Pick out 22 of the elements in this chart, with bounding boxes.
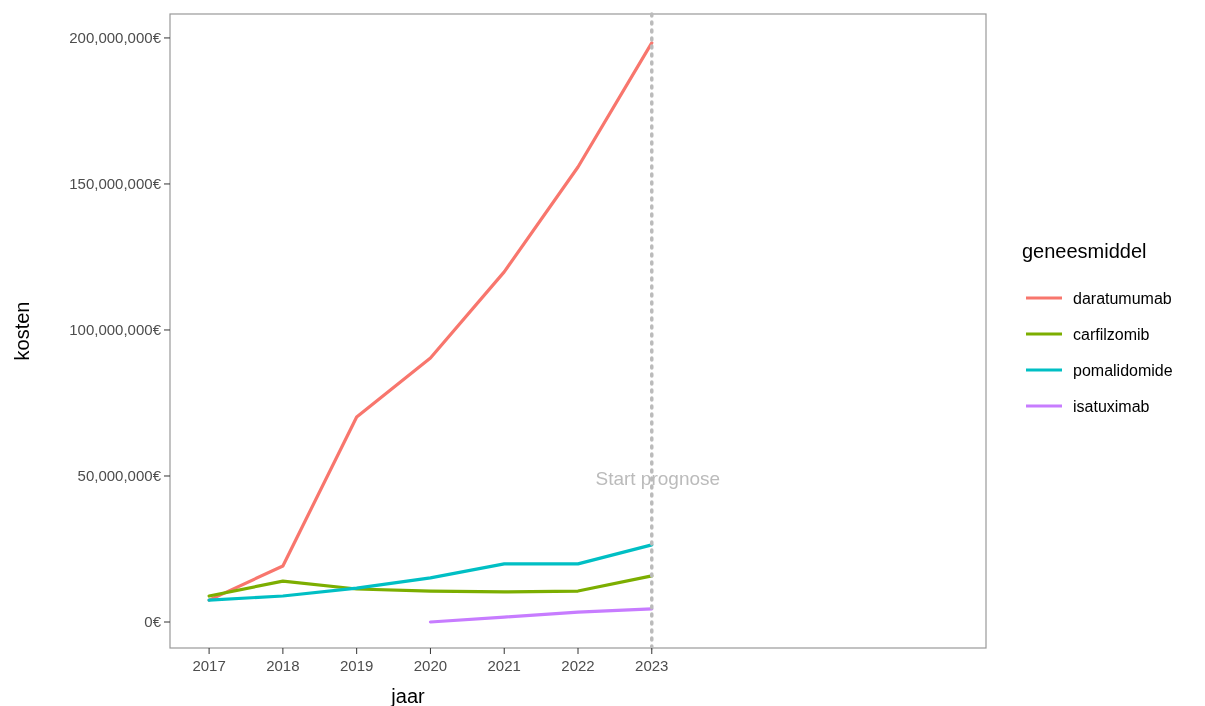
- x-tick-label: 2021: [487, 657, 521, 674]
- legend-label: carfilzomib: [1073, 326, 1150, 343]
- y-tick-label: 0€: [144, 613, 162, 631]
- legend-label: pomalidomide: [1073, 362, 1173, 379]
- x-tick-label: 2019: [339, 657, 374, 674]
- legend-title: geneesmiddel: [1022, 240, 1147, 262]
- y-tick-label: 100,000,000€: [69, 320, 162, 338]
- y-tick-label: 50,000,000€: [77, 466, 162, 484]
- x-tick-label: 2018: [266, 657, 300, 674]
- x-tick-label: 2023: [635, 657, 669, 674]
- x-tick-label: 2020: [413, 657, 448, 674]
- line-series: [207, 543, 654, 602]
- y-tick-label: 200,000,000€: [69, 28, 162, 46]
- legend-label: isatuximab: [1073, 398, 1150, 415]
- ref-line-label: Start prognose: [595, 468, 721, 490]
- y-tick-label: 150,000,000€: [69, 174, 162, 192]
- x-tick-label: 2022: [561, 657, 595, 674]
- line-series: [428, 607, 654, 624]
- y-axis-title: kosten: [11, 301, 33, 361]
- x-tick-label: 2017: [192, 657, 226, 674]
- line-series: [207, 574, 654, 598]
- legend-label: daratumumab: [1073, 290, 1172, 307]
